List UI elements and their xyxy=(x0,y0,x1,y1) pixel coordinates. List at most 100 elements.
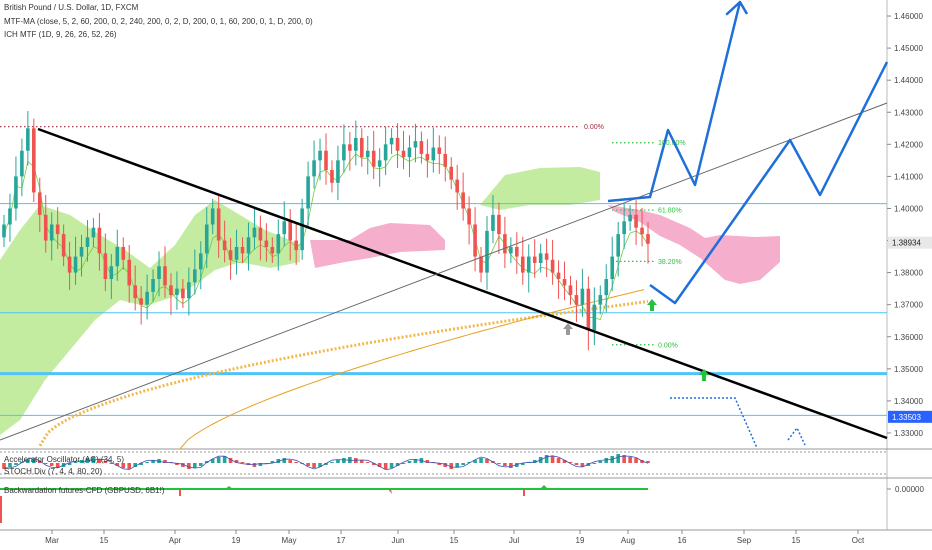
ac-bar xyxy=(473,460,477,463)
candle-body xyxy=(455,179,459,193)
x-tick-label: 16 xyxy=(678,536,687,545)
ac-bar xyxy=(222,456,227,463)
candle-body xyxy=(497,214,501,235)
candle-body xyxy=(604,279,609,296)
candle-body xyxy=(288,221,293,241)
candle-body xyxy=(210,208,215,225)
y-tick-label: 1.40000 xyxy=(894,204,923,213)
ac-bar xyxy=(210,459,215,463)
candle-body xyxy=(461,192,465,209)
candle-body xyxy=(294,240,298,251)
candle-body xyxy=(300,208,304,251)
candle-body xyxy=(491,214,495,231)
ac-bar xyxy=(562,460,567,463)
candle-body xyxy=(264,240,269,247)
ac-bar xyxy=(425,460,430,463)
fib-level-label: 100.00% xyxy=(658,140,686,147)
candle-body xyxy=(419,141,424,154)
ac-bar xyxy=(383,463,388,469)
ac-bar xyxy=(151,460,155,463)
ac-bar xyxy=(270,461,275,463)
backwardation-axis-label: 0.00000 xyxy=(895,485,924,494)
backwardation-dip xyxy=(179,489,181,496)
x-tick-label: 15 xyxy=(100,536,109,545)
candle-body xyxy=(586,288,591,331)
candle-body xyxy=(443,153,448,167)
ac-bar xyxy=(503,463,507,466)
ac-bar xyxy=(622,455,626,463)
ac-bar xyxy=(91,457,96,463)
candle-body xyxy=(359,137,364,158)
ac-bar xyxy=(634,458,638,463)
x-tick-label: Jun xyxy=(392,536,405,545)
ac-bar xyxy=(318,463,322,467)
ac-bar xyxy=(616,454,620,463)
candle-body xyxy=(330,169,334,183)
backwardation-peak xyxy=(225,486,233,489)
ac-bar xyxy=(139,463,143,465)
candle-body xyxy=(580,288,585,305)
moving-average-slow xyxy=(38,300,649,447)
candle-body xyxy=(348,144,352,151)
ac-bar xyxy=(26,460,30,463)
candle-body xyxy=(20,150,24,177)
candle-body xyxy=(634,214,638,228)
candle-body xyxy=(485,230,489,273)
legend-mtf-ma: MTF-MA (close, 5, 2, 60, 200, 0, 2, 240,… xyxy=(4,17,313,26)
ac-bar xyxy=(2,463,6,469)
price-label-text: 1.33503 xyxy=(892,413,921,422)
ichimoku-cloud-bear xyxy=(608,205,780,284)
candle-body xyxy=(544,253,549,260)
candle-body xyxy=(389,137,394,145)
candle-body xyxy=(550,259,555,273)
ac-bar xyxy=(288,460,293,463)
ac-bar xyxy=(32,459,36,463)
candle-body xyxy=(169,285,173,296)
ac-bar xyxy=(187,463,191,469)
ac-bar xyxy=(628,457,632,463)
ac-bar xyxy=(515,463,519,467)
ac-bar xyxy=(509,463,513,468)
candle-body xyxy=(187,282,191,299)
ac-bar xyxy=(324,463,328,465)
candle-body xyxy=(324,150,328,170)
ac-bar xyxy=(55,463,60,468)
candle-body xyxy=(526,256,531,273)
y-tick-label: 1.41000 xyxy=(894,172,923,181)
legend-ich: ICH MTF (1D, 9, 26, 26, 52, 26) xyxy=(4,30,117,39)
candle-body xyxy=(312,160,316,177)
ac-bar xyxy=(604,458,609,463)
ac-bar xyxy=(73,462,78,463)
y-tick-label: 1.33000 xyxy=(894,429,923,438)
candle-body xyxy=(646,234,650,244)
candle-body xyxy=(67,256,72,273)
ac-bar xyxy=(258,463,263,466)
candle-body xyxy=(193,269,197,283)
candle-body xyxy=(55,224,60,235)
ac-bar xyxy=(532,460,537,463)
uptrend-line xyxy=(0,102,888,441)
ac-bar xyxy=(276,459,281,463)
ac-bar xyxy=(568,462,573,463)
ac-bar xyxy=(550,456,555,463)
candle-body xyxy=(354,137,358,151)
price-label-badge xyxy=(888,236,932,249)
y-tick-label: 1.36000 xyxy=(894,333,923,342)
candle-body xyxy=(157,266,161,280)
ac-bar xyxy=(574,463,579,465)
y-tick-label: 1.42000 xyxy=(894,140,923,149)
candle-body xyxy=(306,176,310,209)
ac-bar xyxy=(640,460,644,463)
ac-bar xyxy=(181,463,185,467)
candle-body xyxy=(598,295,603,305)
candle-body xyxy=(133,285,137,299)
candle-body xyxy=(437,147,442,154)
ac-bar xyxy=(336,460,340,463)
candle-body xyxy=(610,256,615,280)
ac-bar xyxy=(282,458,287,463)
ac-bar xyxy=(342,458,346,463)
ichimoku-cloud-bear xyxy=(310,223,445,268)
x-tick-label: Aug xyxy=(621,536,635,545)
